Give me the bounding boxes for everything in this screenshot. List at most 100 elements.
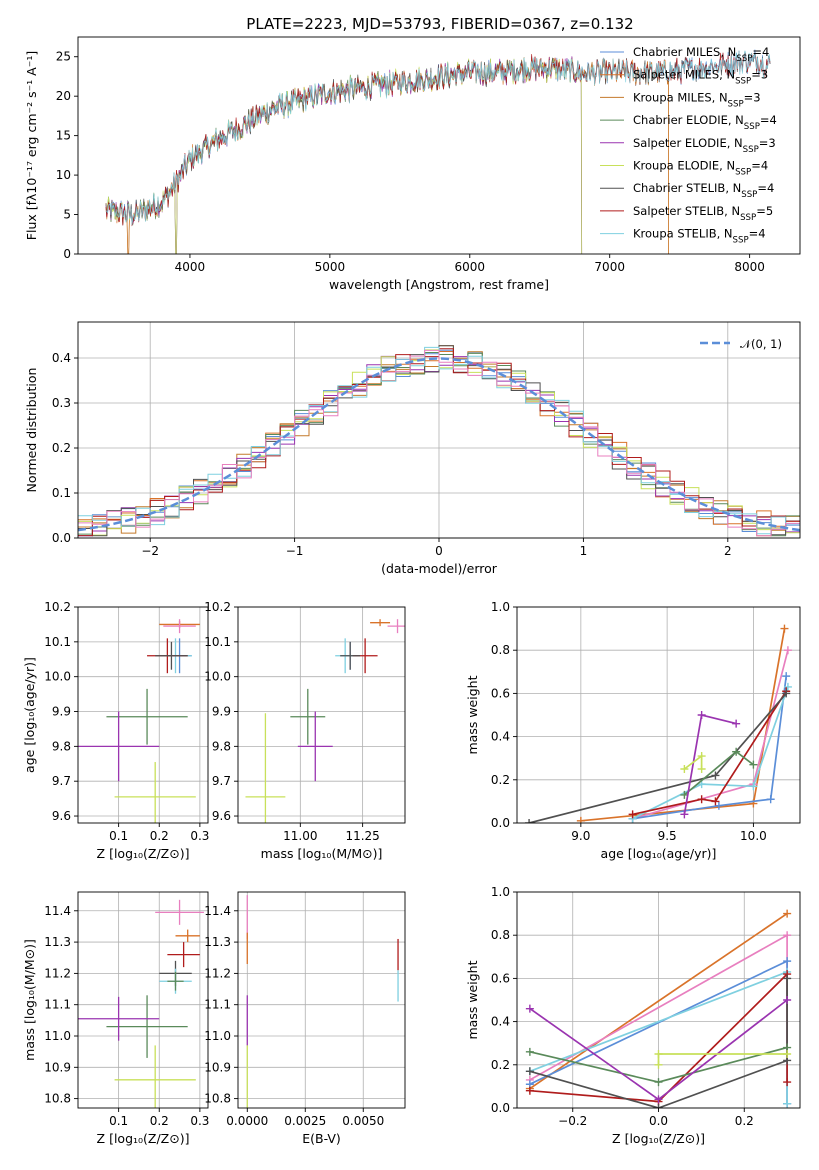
weight-marker <box>525 1047 534 1056</box>
weight-marker <box>783 1099 792 1108</box>
y-tick-label: 0.8 <box>491 928 510 942</box>
y-tick-label: 10 <box>56 168 71 182</box>
y-tick-label: 1.0 <box>491 600 510 614</box>
x-tick-label: 10.0 <box>740 829 767 843</box>
legend-label: Salpeter STELIB, NSSP=5 <box>633 204 773 223</box>
x-tick-label: −2 <box>141 544 159 558</box>
x-tick-label: 0.1 <box>109 829 128 843</box>
x-axis-label: E(B-V) <box>302 1131 341 1146</box>
errorbar-point <box>106 995 188 1058</box>
axes-frame <box>77 606 209 824</box>
y-tick-label: 0.6 <box>491 686 510 700</box>
axes-frame <box>77 891 209 1109</box>
y-tick-label: 10.0 <box>44 670 71 684</box>
legend-label: Kroupa MILES, NSSP=3 <box>633 90 761 109</box>
y-tick-label: 0.1 <box>52 486 71 500</box>
weight-marker <box>711 771 720 780</box>
y-tick-label: 9.7 <box>52 774 71 788</box>
x-tick-label: 8000 <box>734 260 765 274</box>
histogram-axes: −2 −1 0 1 2 0.0 0.1 0.2 0.3 0.4 (data-model)/error… <box>24 321 801 576</box>
y-tick-label: 11.1 <box>44 998 71 1012</box>
y-tick-label: 10.1 <box>204 635 231 649</box>
x-axis-label: (data-model)/error <box>381 561 498 576</box>
spectrum-line <box>105 50 771 225</box>
errorbar-point <box>175 929 200 943</box>
weight-marker <box>783 1078 792 1087</box>
x-tick-label: 11.00 <box>283 829 317 843</box>
weight-marker <box>782 672 791 681</box>
y-tick-label: 11.2 <box>204 966 231 980</box>
weight-marker <box>654 1050 663 1058</box>
y-tick-label: 9.8 <box>212 739 231 753</box>
age-vs-metallicity-axes: 0.1 0.2 0.3 9.6 9.7 9.8 9.9 10.0 10.1 10.2 Z [log₁… <box>22 600 209 861</box>
errorbar-point <box>297 711 333 782</box>
histogram-step <box>78 349 800 537</box>
y-axis-label: mass weight <box>465 960 480 1039</box>
y-tick-label: 11.3 <box>204 935 231 949</box>
y-tick-label: 10.8 <box>44 1092 71 1106</box>
weight-marker <box>749 782 758 791</box>
weight-line <box>632 675 788 820</box>
weight-marker <box>697 752 706 761</box>
y-tick-label: 9.6 <box>52 809 71 823</box>
errorbar-point <box>78 996 160 1041</box>
y-tick-label: 10.1 <box>44 635 71 649</box>
errorbar-point <box>114 1045 196 1108</box>
y-axis-label: mass [log₁₀(M/M⊙)] <box>22 939 37 1061</box>
weight-line <box>632 690 787 816</box>
spectrum-legend: Chabrier MILES, NSSP=4 Salpeter MILES, NS… <box>600 45 777 246</box>
weight-line <box>580 628 786 822</box>
errorbar-point <box>167 971 184 991</box>
x-tick-label: 0.0 <box>649 1114 668 1128</box>
legend-label: Chabrier ELODIE, NSSP=4 <box>633 113 777 132</box>
weight-marker <box>783 1050 792 1058</box>
errorbar-point <box>163 619 196 634</box>
plot-area <box>78 899 204 1108</box>
mass-vs-metallicity-axes: 0.1 0.2 0.3 10.8 10.9 11.0 11.1 11.2 11.3 11.4 Z [… <box>22 891 209 1146</box>
errorbar-point <box>114 762 196 823</box>
y-tick-label: 11.4 <box>44 904 71 918</box>
massweight-vs-age-axes: 9.0 9.5 10.0 0.0 0.2 0.4 0.6 0.8 1.0 age [log₁₀(a… <box>465 600 801 861</box>
axes-frame <box>77 36 801 255</box>
weight-marker <box>654 1104 663 1108</box>
mass-vs-ebv-axes: 0.0000 0.0025 0.0050 10.8 10.9 11.0 11.1 11.2 11… <box>204 891 406 1146</box>
weight-marker <box>749 760 758 769</box>
y-axis-label: Normed distribution <box>24 368 39 493</box>
weight-marker <box>783 996 792 1004</box>
legend-label: Salpeter MILES, NSSP=3 <box>633 68 768 87</box>
errorbar-point <box>106 688 188 745</box>
chart-title: PLATE=2223, MJD=53793, FIBERID=0367, z=0… <box>246 15 633 33</box>
plot-area <box>525 909 792 1108</box>
y-tick-label: 0.4 <box>52 351 71 365</box>
errorbar-point <box>387 619 405 634</box>
massweight-vs-metallicity-axes: −0.2 0.0 0.2 0.0 0.2 0.4 0.6 0.8 1.0 Z [log₁₀(Z/Z… <box>465 885 801 1146</box>
spectrum-axes: 4000 5000 6000 7000 8000 0 5 10 15 20 25 wavelength… <box>24 36 801 292</box>
weight-marker <box>628 810 637 819</box>
weight-marker <box>680 810 689 819</box>
weight-line <box>683 713 737 815</box>
weight-line <box>529 912 788 1090</box>
weight-marker <box>783 931 792 940</box>
weight-marker <box>783 909 792 918</box>
weight-marker <box>780 624 789 633</box>
x-tick-label: 0.2 <box>735 1114 754 1128</box>
axes-frame <box>237 606 406 824</box>
x-axis-label: Z [log₁₀(Z/Z⊙)] <box>97 1131 190 1146</box>
plot-area <box>246 895 399 1108</box>
legend-label: Chabrier MILES, NSSP=4 <box>633 45 769 64</box>
weight-marker <box>783 646 792 655</box>
errorbar-point <box>245 713 286 823</box>
weight-marker <box>697 711 706 719</box>
y-tick-label: 20 <box>56 89 71 103</box>
x-tick-label: 1 <box>580 544 588 558</box>
y-tick-label: 11.3 <box>44 935 71 949</box>
errorbar-point <box>155 641 188 670</box>
x-tick-label: 4000 <box>175 260 206 274</box>
y-tick-label: 0.0 <box>491 1101 510 1115</box>
weight-marker <box>654 1095 663 1104</box>
errorbar-point <box>370 619 391 627</box>
y-tick-label: 0.8 <box>491 643 510 657</box>
y-tick-label: 10.9 <box>204 1060 231 1074</box>
y-tick-label: 1.0 <box>491 885 510 899</box>
